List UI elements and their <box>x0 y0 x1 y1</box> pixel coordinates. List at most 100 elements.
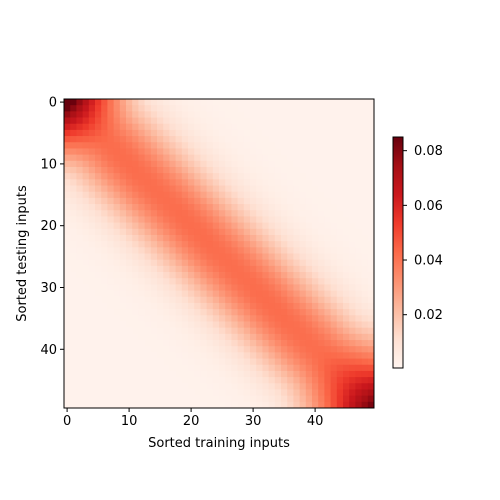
heatmap-cell <box>262 185 269 193</box>
heatmap-cell <box>70 340 77 347</box>
heatmap-cell <box>343 179 350 186</box>
heatmap-cell <box>250 321 257 329</box>
heatmap-cell <box>293 166 300 174</box>
heatmap-cell <box>268 327 276 335</box>
heatmap-cell <box>132 284 139 291</box>
heatmap-cell <box>312 377 319 384</box>
heatmap-cell <box>70 241 77 248</box>
heatmap-cell <box>281 364 288 372</box>
heatmap-cell <box>76 352 83 359</box>
heatmap-cell <box>250 160 257 168</box>
heatmap-cell <box>138 154 145 162</box>
heatmap-cell <box>113 259 121 267</box>
heatmap-cell <box>274 290 282 298</box>
heatmap-cell <box>119 129 127 137</box>
heatmap-cell <box>119 210 127 217</box>
heatmap-cell <box>355 259 362 267</box>
heatmap-cell <box>126 272 133 279</box>
heatmap-cell <box>70 216 77 223</box>
heatmap-cell <box>150 352 158 359</box>
heatmap-cell <box>256 370 263 378</box>
heatmap-cell <box>101 204 108 211</box>
heatmap-cell <box>274 278 282 285</box>
heatmap-cell <box>287 340 294 347</box>
heatmap-cell <box>169 142 176 149</box>
heatmap-cells <box>64 99 375 409</box>
heatmap-cell <box>138 247 145 254</box>
heatmap-cell <box>126 179 133 186</box>
heatmap-cell <box>64 129 71 137</box>
heatmap-cell <box>64 111 71 118</box>
heatmap-cell <box>150 321 158 329</box>
heatmap-cell <box>231 123 238 131</box>
heatmap-cell <box>225 210 232 217</box>
heatmap-cell <box>206 228 214 236</box>
heatmap-cell <box>169 302 176 310</box>
heatmap-cell <box>287 272 294 279</box>
heatmap-cell <box>293 129 300 137</box>
heatmap-cell <box>231 265 238 273</box>
heatmap-cell <box>206 278 214 285</box>
heatmap-cell <box>299 129 307 137</box>
heatmap-cell <box>256 290 263 298</box>
heatmap-cell <box>343 383 350 390</box>
heatmap-cell <box>318 123 325 131</box>
heatmap-cell <box>107 358 114 366</box>
heatmap-cell <box>324 185 331 193</box>
heatmap-cell <box>231 296 238 304</box>
heatmap-cell <box>250 216 257 223</box>
heatmap-cell <box>312 136 319 143</box>
heatmap-cell <box>336 265 344 273</box>
heatmap-cell <box>212 315 220 322</box>
heatmap-cell <box>324 401 331 409</box>
heatmap-cell <box>132 296 139 304</box>
heatmap-cell <box>150 166 158 174</box>
heatmap-cell <box>64 247 71 254</box>
heatmap-cell <box>324 272 331 279</box>
heatmap-cell <box>181 358 189 366</box>
heatmap-cell <box>299 340 307 347</box>
heatmap-cell <box>231 241 238 248</box>
heatmap-cell <box>95 185 102 193</box>
heatmap-cell <box>349 302 356 310</box>
heatmap-cell <box>169 99 176 106</box>
heatmap-cell <box>163 111 170 118</box>
heatmap-cell <box>299 309 307 316</box>
heatmap-cell <box>82 222 90 230</box>
heatmap-cell <box>225 173 232 180</box>
heatmap-cell <box>95 352 102 359</box>
heatmap-cell <box>150 111 158 118</box>
heatmap-cell <box>194 364 201 372</box>
heatmap-cell <box>330 222 338 230</box>
heatmap-cell <box>312 364 319 372</box>
heatmap-cell <box>219 166 226 174</box>
heatmap-cell <box>113 216 121 223</box>
heatmap-cell <box>250 383 257 390</box>
heatmap-cell <box>150 179 158 186</box>
heatmap-cell <box>312 234 319 242</box>
heatmap-cell <box>318 129 325 137</box>
heatmap-cell <box>330 173 338 180</box>
heatmap-cell <box>225 228 232 236</box>
heatmap-cell <box>126 333 133 341</box>
heatmap-cell <box>268 148 276 156</box>
heatmap-cell <box>330 395 338 403</box>
heatmap-cell <box>64 309 71 316</box>
heatmap-cell <box>188 346 195 353</box>
heatmap-cell <box>95 259 102 267</box>
heatmap-cell <box>138 99 145 106</box>
heatmap-cell <box>132 154 139 162</box>
heatmap-cell <box>82 160 90 168</box>
heatmap-cell <box>181 234 189 242</box>
heatmap-cell <box>169 148 176 156</box>
heatmap-cell <box>132 327 139 335</box>
heatmap-cell <box>256 129 263 137</box>
heatmap-cell <box>181 228 189 236</box>
heatmap-cell <box>281 123 288 131</box>
heatmap-cell <box>175 234 183 242</box>
heatmap-cell <box>138 383 145 390</box>
heatmap-cell <box>287 290 294 298</box>
heatmap-cell <box>119 309 127 316</box>
heatmap-cell <box>225 346 232 353</box>
heatmap-cell <box>299 389 307 397</box>
